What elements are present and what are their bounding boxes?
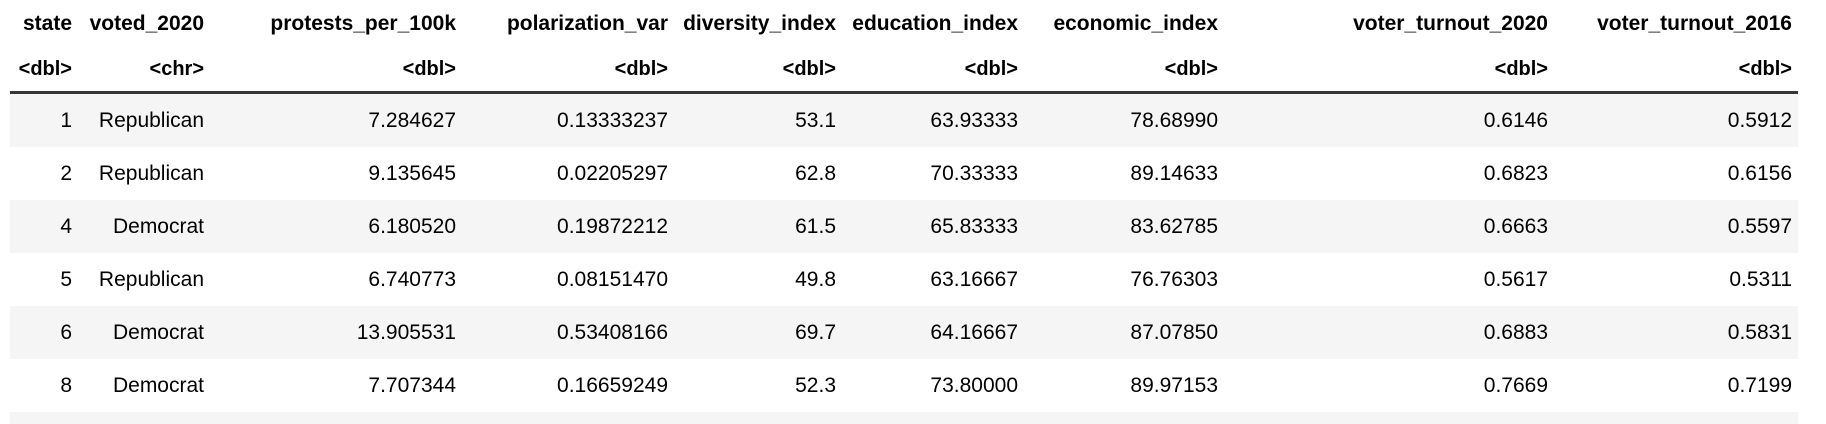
cell-voter_turnout_2016: 0.5912 — [1727, 108, 1792, 132]
cell-polarization_var: 0.13333237 — [557, 108, 668, 132]
cell-voter_turnout_2016: 0.6156 — [1727, 161, 1792, 185]
cell-diversity_index: 53.1 — [795, 108, 836, 132]
cell-polarization_var: 0.16659249 — [557, 373, 668, 397]
cell-state: 4 — [60, 214, 72, 238]
column-type-state: <dbl> — [10, 47, 78, 94]
cell-protests_per_100k: 13.905531 — [356, 320, 456, 344]
cell-economic_index: 78.68990 — [1130, 108, 1218, 132]
cell-voted_2020: Democrat — [112, 214, 204, 238]
column-header-diversity_index: diversity_index — [683, 11, 836, 35]
cell-economic_index: 83.62785 — [1130, 214, 1218, 238]
column-type-polarization_var: <dbl> — [462, 47, 674, 94]
cell-protests_per_100k: 7.707344 — [368, 373, 456, 397]
cell-diversity_index: 49.8 — [795, 267, 836, 291]
cell-polarization_var: 0.19872212 — [557, 214, 668, 238]
cell-state: 6 — [60, 320, 72, 344]
data-frame-table: state voted_2020 protests_per_100k polariza… — [10, 0, 1798, 412]
cell-protests_per_100k: 9.135645 — [368, 161, 456, 185]
cell-voter_turnout_2016: 0.5311 — [1729, 267, 1792, 291]
column-header-state: state — [22, 11, 72, 35]
cell-voter_turnout_2020: 0.6663 — [1483, 214, 1548, 238]
cell-economic_index: 89.97153 — [1130, 373, 1218, 397]
cell-education_index: 73.80000 — [930, 373, 1018, 397]
table-row: 2 Republican 9.135645 0.02205297 62.8 70.3333… — [10, 147, 1798, 200]
cell-voted_2020: Republican — [98, 108, 204, 132]
partial-next-row-stripe — [10, 412, 1798, 424]
cell-voter_turnout_2016: 0.5597 — [1727, 214, 1792, 238]
cell-state: 2 — [60, 161, 72, 185]
cell-voter_turnout_2020: 0.6146 — [1483, 108, 1548, 132]
column-header-economic_index: economic_index — [1053, 11, 1218, 35]
cell-economic_index: 87.07850 — [1130, 320, 1218, 344]
column-names-row: state voted_2020 protests_per_100k polariza… — [10, 0, 1798, 47]
cell-protests_per_100k: 6.180520 — [368, 214, 456, 238]
column-header-voter_turnout_2016: voter_turnout_2016 — [1597, 11, 1792, 35]
cell-economic_index: 76.76303 — [1130, 267, 1218, 291]
cell-education_index: 70.33333 — [930, 161, 1018, 185]
table-header: state voted_2020 protests_per_100k polariza… — [10, 0, 1798, 94]
column-type-education_index: <dbl> — [842, 47, 1024, 94]
cell-voter_turnout_2020: 0.6883 — [1483, 320, 1548, 344]
cell-education_index: 63.16667 — [930, 267, 1018, 291]
column-header-voted_2020: voted_2020 — [89, 11, 204, 35]
cell-voter_turnout_2020: 0.6823 — [1483, 161, 1548, 185]
cell-protests_per_100k: 6.740773 — [368, 267, 456, 291]
cell-state: 5 — [60, 267, 72, 291]
cell-education_index: 64.16667 — [930, 320, 1018, 344]
cell-polarization_var: 0.02205297 — [557, 161, 668, 185]
cell-voted_2020: Republican — [98, 267, 204, 291]
cell-education_index: 65.83333 — [930, 214, 1018, 238]
column-header-polarization_var: polarization_var — [506, 11, 668, 35]
column-type-protests_per_100k: <dbl> — [210, 47, 462, 94]
cell-polarization_var: 0.53408166 — [557, 320, 668, 344]
cell-diversity_index: 52.3 — [795, 373, 836, 397]
column-header-education_index: education_index — [852, 11, 1018, 35]
table-row: 5 Republican 6.740773 0.08151470 49.8 63.1666… — [10, 253, 1798, 306]
cell-state: 1 — [60, 108, 72, 132]
cell-education_index: 63.93333 — [930, 108, 1018, 132]
table-body: 1 Republican 7.284627 0.13333237 53.1 63.9333… — [10, 92, 1798, 412]
cell-voter_turnout_2016: 0.7199 — [1727, 373, 1792, 397]
cell-voter_turnout_2016: 0.5831 — [1727, 320, 1792, 344]
cell-polarization_var: 0.08151470 — [557, 267, 668, 291]
column-header-protests_per_100k: protests_per_100k — [270, 11, 456, 35]
column-type-diversity_index: <dbl> — [674, 47, 842, 94]
cell-voter_turnout_2020: 0.5617 — [1483, 267, 1548, 291]
column-type-voter_turnout_2016: <dbl> — [1554, 47, 1798, 94]
column-header-voter_turnout_2020: voter_turnout_2020 — [1353, 11, 1548, 35]
cell-voted_2020: Republican — [98, 161, 204, 185]
column-types-row: <dbl> <chr> <dbl> <dbl> <dbl> <dbl> <dbl> <dbl>… — [10, 47, 1798, 94]
cell-diversity_index: 61.5 — [795, 214, 836, 238]
cell-diversity_index: 62.8 — [795, 161, 836, 185]
table-row: 1 Republican 7.284627 0.13333237 53.1 63.9333… — [10, 92, 1798, 147]
cell-state: 8 — [60, 373, 72, 397]
cell-voted_2020: Democrat — [112, 320, 204, 344]
column-type-voted_2020: <chr> — [78, 47, 210, 94]
table-row: 4 Democrat 6.180520 0.19872212 61.5 65.83333 8… — [10, 200, 1798, 253]
cell-diversity_index: 69.7 — [795, 320, 836, 344]
table-row: 8 Democrat 7.707344 0.16659249 52.3 73.80000 8… — [10, 359, 1798, 412]
cell-voter_turnout_2020: 0.7669 — [1483, 373, 1548, 397]
table-row: 6 Democrat 13.905531 0.53408166 69.7 64.16667… — [10, 306, 1798, 359]
column-type-economic_index: <dbl> — [1024, 47, 1224, 94]
cell-protests_per_100k: 7.284627 — [368, 108, 456, 132]
cell-economic_index: 89.14633 — [1130, 161, 1218, 185]
column-type-voter_turnout_2020: <dbl> — [1224, 47, 1554, 94]
cell-voted_2020: Democrat — [112, 373, 204, 397]
